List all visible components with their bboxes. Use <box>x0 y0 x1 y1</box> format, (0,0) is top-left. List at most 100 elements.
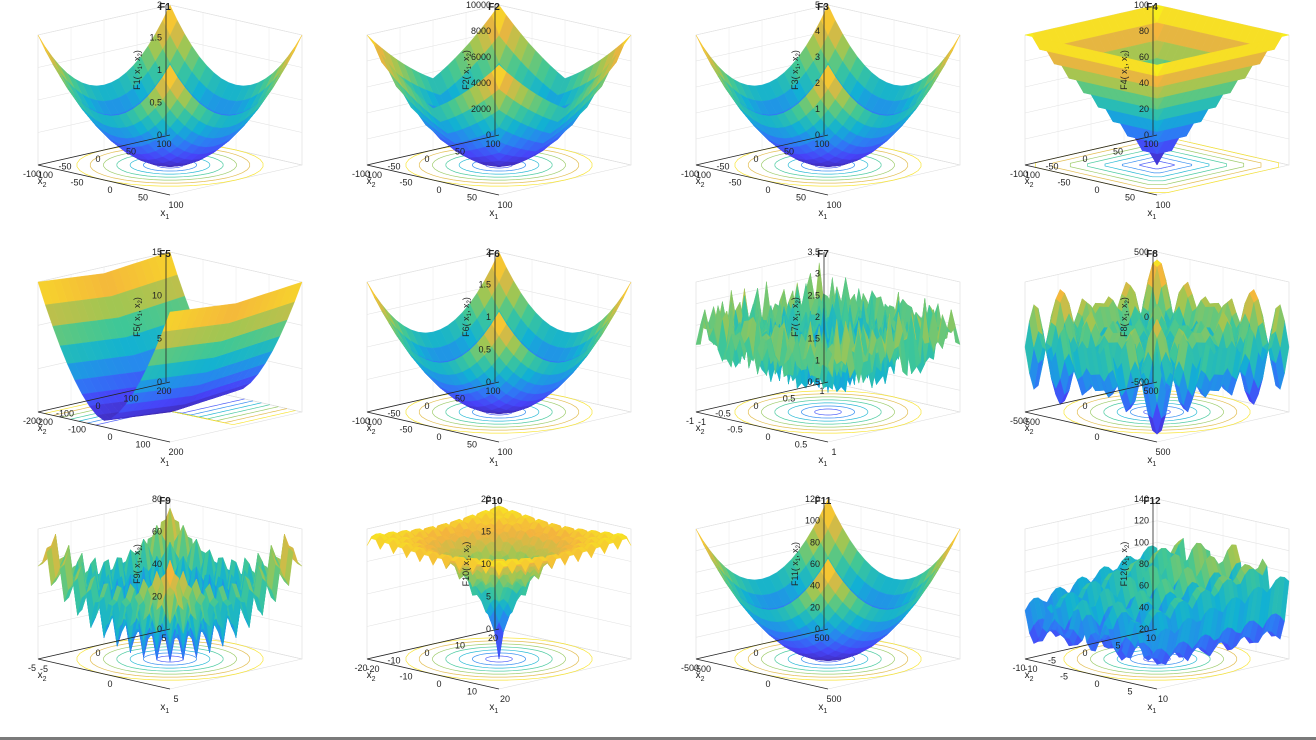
x-tick-label: 100 <box>497 447 512 457</box>
x-axis-label: x1 <box>160 208 169 221</box>
subplot-f9: -5 0 5 5 0 -5 0 20 40 60 80 F9 x1 x2 F9( x1, x2) <box>0 494 329 740</box>
z-tick-label: 2000 <box>471 104 491 114</box>
z-tick-label: 5 <box>815 0 820 10</box>
subplot-f6: -100-50050100100500-50-10000.511.52×104F… <box>329 247 658 493</box>
z-axis-label: F6( x1, x2) <box>461 297 473 337</box>
y-tick-label: 100 <box>485 139 500 149</box>
z-tick-label: 100 <box>1134 0 1149 10</box>
z-tick-label: 4 <box>815 26 820 36</box>
x-tick-label: -50 <box>399 178 412 188</box>
y-axis-label: x2 <box>38 176 47 189</box>
surface-plot-f3: -100-50050100100500-50-100012345×104F3x1… <box>681 0 961 221</box>
axis-lines <box>37 252 171 443</box>
contour-line <box>432 149 566 181</box>
surface-plot-f1: -100-50050100100500-50-10000.511.52×104F… <box>23 0 303 221</box>
surface-patch <box>1038 308 1048 356</box>
y-tick-label: 0 <box>753 401 758 411</box>
y-tick-label: 0 <box>95 401 100 411</box>
y-tick-label: -50 <box>387 409 400 419</box>
surface-patch <box>1152 349 1162 403</box>
y-axis-label: x2 <box>1025 176 1034 189</box>
x-tick-label: -50 <box>70 178 83 188</box>
axis-line <box>695 164 829 196</box>
x-tick-label: -100 <box>1022 170 1040 180</box>
x-axis-label: x1 <box>489 455 498 468</box>
subplot-f7: -1 -0.5 0 0.5 1 1 0.5 0 -0.5 -1 0.5 1 1.5 2 2.5 3 3.5 F7 x… <box>658 247 987 493</box>
z-axis-label: F4( x1, x2) <box>1119 50 1131 90</box>
z-exponent-label: ×104 <box>479 247 497 248</box>
contour-line <box>89 146 251 184</box>
axis-line <box>366 381 500 413</box>
y-tick-label: 0 <box>753 154 758 164</box>
plot-title: F5 <box>159 249 171 260</box>
z-tick-label: 0 <box>815 130 820 140</box>
axis-lines <box>37 5 171 196</box>
surface-mesh <box>366 251 632 414</box>
y-tick-label: 100 <box>814 139 829 149</box>
y-tick-label: 200 <box>156 386 171 396</box>
contour-line <box>116 152 224 178</box>
z-axis-label: F2( x1, x2) <box>461 50 473 90</box>
tick-labels: -100-50050100100500-50-10002000400060008… <box>352 0 513 210</box>
y-tick-label: 0 <box>95 154 100 164</box>
x-tick-label: -100 <box>364 170 382 180</box>
z-tick-label: 1.5 <box>149 33 162 43</box>
z-tick-label: 80 <box>1139 26 1149 36</box>
contour-line <box>1139 160 1175 170</box>
y-tick-label: 50 <box>455 394 465 404</box>
axis-line <box>1024 134 1158 166</box>
plot-title: F4 <box>1146 2 1158 13</box>
z-tick-label: 500 <box>1134 247 1149 257</box>
y-tick-label: -100 <box>352 169 370 179</box>
x-tick-label: 0 <box>107 185 112 195</box>
z-axis-label: F8( x1, x2) <box>1119 297 1131 337</box>
floor-contours <box>405 390 593 434</box>
contour-line <box>747 393 909 431</box>
axis-line <box>37 411 171 443</box>
x-tick-label: 100 <box>135 440 150 450</box>
x-tick-label: -0.5 <box>727 425 743 435</box>
y-tick-label: 1 <box>819 386 824 396</box>
surface-patch <box>823 335 833 378</box>
x-tick-label: 50 <box>796 193 806 203</box>
z-tick-label: 3.5 <box>807 247 820 257</box>
y-tick-label: -100 <box>1010 169 1028 179</box>
z-axis-label: F7( x1, x2) <box>790 297 802 337</box>
x-axis-label: x1 <box>818 208 827 221</box>
axis-line <box>695 381 829 413</box>
z-tick-label: 0 <box>1144 130 1149 140</box>
y-tick-label: 0 <box>424 154 429 164</box>
y-axis-label: x2 <box>38 423 47 436</box>
z-tick-label: 8000 <box>471 26 491 36</box>
y-tick-label: 0 <box>1082 401 1087 411</box>
subplot-f5: -200-10001002002001000-100-200051015×101… <box>0 247 329 493</box>
plot-title: F6 <box>488 249 500 260</box>
z-tick-label: 0 <box>1144 312 1149 322</box>
subplot-f3: -100-50050100100500-50-100012345×104F3x1… <box>658 0 987 246</box>
y-tick-label: 100 <box>123 394 138 404</box>
axis-line <box>366 164 500 196</box>
x-tick-label: -100 <box>364 417 382 427</box>
x-tick-label: 100 <box>826 200 841 210</box>
z-tick-label: 5 <box>157 334 162 344</box>
surface-patch <box>766 337 776 365</box>
x-tick-label: -100 <box>693 170 711 180</box>
z-tick-label: 3 <box>815 269 820 279</box>
z-tick-label: 1 <box>815 355 820 365</box>
x-tick-label: 0 <box>1094 185 1099 195</box>
contour-line <box>814 408 842 416</box>
contour-line <box>129 649 211 669</box>
surface-plot-f5: -200-10001002002001000-100-200051015×101… <box>23 247 303 468</box>
plot-title: F3 <box>817 2 829 13</box>
x-tick-label: 50 <box>1125 193 1135 203</box>
surface-mesh <box>695 4 961 167</box>
axis-lines <box>366 5 500 196</box>
y-tick-label: -1 <box>686 416 694 426</box>
contour-line <box>747 146 909 184</box>
axis-line <box>695 411 829 443</box>
contour-line <box>774 152 882 178</box>
x-tick-label: 1 <box>831 447 836 457</box>
z-tick-label: -500 <box>1131 377 1149 387</box>
